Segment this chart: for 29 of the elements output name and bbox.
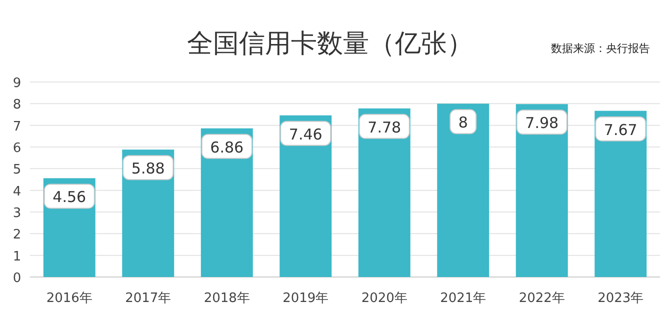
data-label: 7.67 bbox=[604, 120, 638, 139]
data-label: 7.46 bbox=[288, 125, 322, 144]
data-label: 5.88 bbox=[131, 160, 165, 178]
chart-title: 全国信用卡数量（亿张） bbox=[187, 29, 473, 59]
x-tick-label: 2017年 bbox=[125, 291, 172, 306]
data-label: 7.78 bbox=[368, 118, 402, 136]
y-tick-label: 2 bbox=[12, 228, 22, 243]
x-tick-label: 2018年 bbox=[204, 291, 250, 306]
x-tick-label: 2016年 bbox=[46, 291, 92, 306]
data-label: 8 bbox=[458, 114, 468, 132]
y-tick-label: 1 bbox=[12, 249, 22, 264]
x-tick-label: 2019年 bbox=[282, 291, 329, 306]
y-tick-label: 3 bbox=[12, 206, 22, 221]
data-label: 4.56 bbox=[52, 188, 86, 206]
data-label: 6.86 bbox=[210, 138, 244, 156]
y-tick-label: 8 bbox=[12, 98, 22, 113]
y-tick-label: 7 bbox=[12, 119, 22, 134]
x-tick-label: 2023年 bbox=[598, 291, 644, 306]
data-label: 7.98 bbox=[525, 114, 559, 132]
y-tick-label: 9 bbox=[12, 76, 22, 91]
x-tick-label: 2021年 bbox=[440, 291, 486, 306]
y-tick-label: 5 bbox=[12, 162, 22, 178]
source-note: 数据来源：央行报告 bbox=[551, 42, 650, 55]
y-tick-label: 0 bbox=[12, 271, 22, 286]
x-tick-label: 2022年 bbox=[518, 291, 565, 306]
bar bbox=[437, 104, 490, 277]
x-tick-label: 2020年 bbox=[361, 291, 408, 306]
y-tick-label: 6 bbox=[12, 141, 22, 156]
y-tick-label: 4 bbox=[12, 184, 22, 200]
